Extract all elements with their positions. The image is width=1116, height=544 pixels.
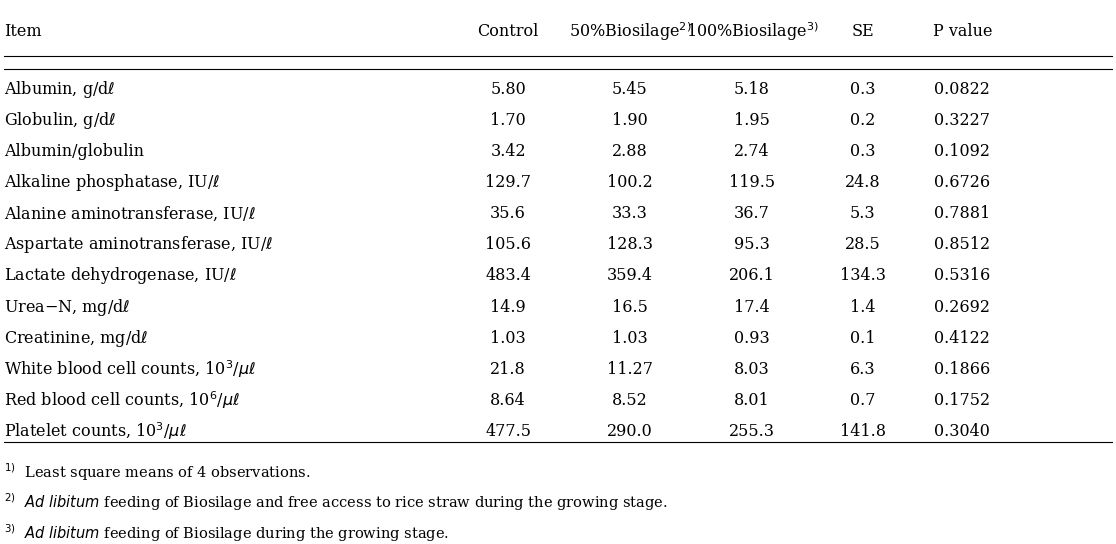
Text: 2.74: 2.74 — [734, 143, 770, 160]
Text: 359.4: 359.4 — [607, 268, 653, 285]
Text: 0.8512: 0.8512 — [934, 236, 990, 254]
Text: 255.3: 255.3 — [729, 423, 775, 440]
Text: 206.1: 206.1 — [729, 268, 775, 285]
Text: Aspartate aminotransferase, IU/$\ell$: Aspartate aminotransferase, IU/$\ell$ — [4, 234, 273, 255]
Text: 128.3: 128.3 — [607, 236, 653, 254]
Text: 5.3: 5.3 — [849, 205, 875, 222]
Text: 24.8: 24.8 — [845, 174, 881, 191]
Text: 0.1866: 0.1866 — [934, 361, 990, 378]
Text: 5.45: 5.45 — [612, 81, 648, 98]
Text: 1.70: 1.70 — [490, 112, 526, 129]
Text: Item: Item — [4, 23, 41, 40]
Text: 36.7: 36.7 — [734, 205, 770, 222]
Text: 0.3: 0.3 — [850, 81, 875, 98]
Text: 8.52: 8.52 — [612, 392, 648, 409]
Text: 134.3: 134.3 — [839, 268, 886, 285]
Text: 0.2: 0.2 — [850, 112, 875, 129]
Text: 50%Biosilage$^{2)}$: 50%Biosilage$^{2)}$ — [569, 20, 691, 42]
Text: White blood cell counts, 10$^3$/$\mu\ell$: White blood cell counts, 10$^3$/$\mu\ell… — [4, 358, 256, 380]
Text: 119.5: 119.5 — [729, 174, 775, 191]
Text: 0.4122: 0.4122 — [934, 330, 990, 347]
Text: Platelet counts, 10$^3$/$\mu\ell$: Platelet counts, 10$^3$/$\mu\ell$ — [4, 421, 186, 442]
Text: 0.7881: 0.7881 — [934, 205, 990, 222]
Text: Red blood cell counts, 10$^6$/$\mu\ell$: Red blood cell counts, 10$^6$/$\mu\ell$ — [4, 390, 240, 411]
Text: $^{1)}$  Least square means of 4 observations.: $^{1)}$ Least square means of 4 observat… — [4, 461, 310, 483]
Text: 100.2: 100.2 — [607, 174, 653, 191]
Text: 0.7: 0.7 — [850, 392, 875, 409]
Text: Alkaline phosphatase, IU/$\ell$: Alkaline phosphatase, IU/$\ell$ — [4, 172, 220, 193]
Text: 1.03: 1.03 — [490, 330, 526, 347]
Text: SE: SE — [852, 23, 874, 40]
Text: 0.1: 0.1 — [850, 330, 875, 347]
Text: 477.5: 477.5 — [485, 423, 531, 440]
Text: 0.2692: 0.2692 — [934, 299, 990, 316]
Text: 8.64: 8.64 — [490, 392, 526, 409]
Text: $^{2)}$  $\it{Ad\ libitum}$ feeding of Biosilage and free access to rice straw d: $^{2)}$ $\it{Ad\ libitum}$ feeding of Bi… — [4, 492, 667, 514]
Text: 8.03: 8.03 — [734, 361, 770, 378]
Text: Creatinine, mg/d$\ell$: Creatinine, mg/d$\ell$ — [4, 327, 148, 349]
Text: Alanine aminotransferase, IU/$\ell$: Alanine aminotransferase, IU/$\ell$ — [4, 205, 256, 223]
Text: 105.6: 105.6 — [485, 236, 531, 254]
Text: 0.5316: 0.5316 — [934, 268, 990, 285]
Text: 141.8: 141.8 — [839, 423, 886, 440]
Text: 290.0: 290.0 — [607, 423, 653, 440]
Text: 0.3: 0.3 — [850, 143, 875, 160]
Text: 0.6726: 0.6726 — [934, 174, 990, 191]
Text: 6.3: 6.3 — [849, 361, 875, 378]
Text: 2.88: 2.88 — [612, 143, 648, 160]
Text: 11.27: 11.27 — [607, 361, 653, 378]
Text: Albumin, g/d$\ell$: Albumin, g/d$\ell$ — [4, 79, 116, 100]
Text: 0.1752: 0.1752 — [934, 392, 990, 409]
Text: 5.80: 5.80 — [490, 81, 526, 98]
Text: 0.1092: 0.1092 — [934, 143, 990, 160]
Text: 0.3040: 0.3040 — [934, 423, 990, 440]
Text: 35.6: 35.6 — [490, 205, 526, 222]
Text: Urea$-$N, mg/d$\ell$: Urea$-$N, mg/d$\ell$ — [4, 296, 131, 318]
Text: 0.0822: 0.0822 — [934, 81, 990, 98]
Text: 33.3: 33.3 — [612, 205, 648, 222]
Text: 21.8: 21.8 — [490, 361, 526, 378]
Text: 483.4: 483.4 — [485, 268, 531, 285]
Text: 3.42: 3.42 — [490, 143, 526, 160]
Text: 14.9: 14.9 — [490, 299, 526, 316]
Text: 1.95: 1.95 — [734, 112, 770, 129]
Text: 1.90: 1.90 — [612, 112, 648, 129]
Text: 16.5: 16.5 — [612, 299, 648, 316]
Text: Control: Control — [478, 23, 539, 40]
Text: 100%Biosilage$^{3)}$: 100%Biosilage$^{3)}$ — [685, 20, 818, 42]
Text: 95.3: 95.3 — [734, 236, 770, 254]
Text: Lactate dehydrogenase, IU/$\ell$: Lactate dehydrogenase, IU/$\ell$ — [4, 265, 237, 287]
Text: Albumin/globulin: Albumin/globulin — [4, 143, 144, 160]
Text: Globulin, g/d$\ell$: Globulin, g/d$\ell$ — [4, 110, 116, 131]
Text: 1.4: 1.4 — [850, 299, 875, 316]
Text: $^{3)}$  $\it{Ad\ libitum}$ feeding of Biosilage during the growing stage.: $^{3)}$ $\it{Ad\ libitum}$ feeding of Bi… — [4, 522, 449, 544]
Text: P value: P value — [933, 23, 992, 40]
Text: 0.93: 0.93 — [734, 330, 770, 347]
Text: 8.01: 8.01 — [734, 392, 770, 409]
Text: 17.4: 17.4 — [734, 299, 770, 316]
Text: 129.7: 129.7 — [485, 174, 531, 191]
Text: 28.5: 28.5 — [845, 236, 881, 254]
Text: 0.3227: 0.3227 — [934, 112, 990, 129]
Text: 1.03: 1.03 — [612, 330, 648, 347]
Text: 5.18: 5.18 — [734, 81, 770, 98]
